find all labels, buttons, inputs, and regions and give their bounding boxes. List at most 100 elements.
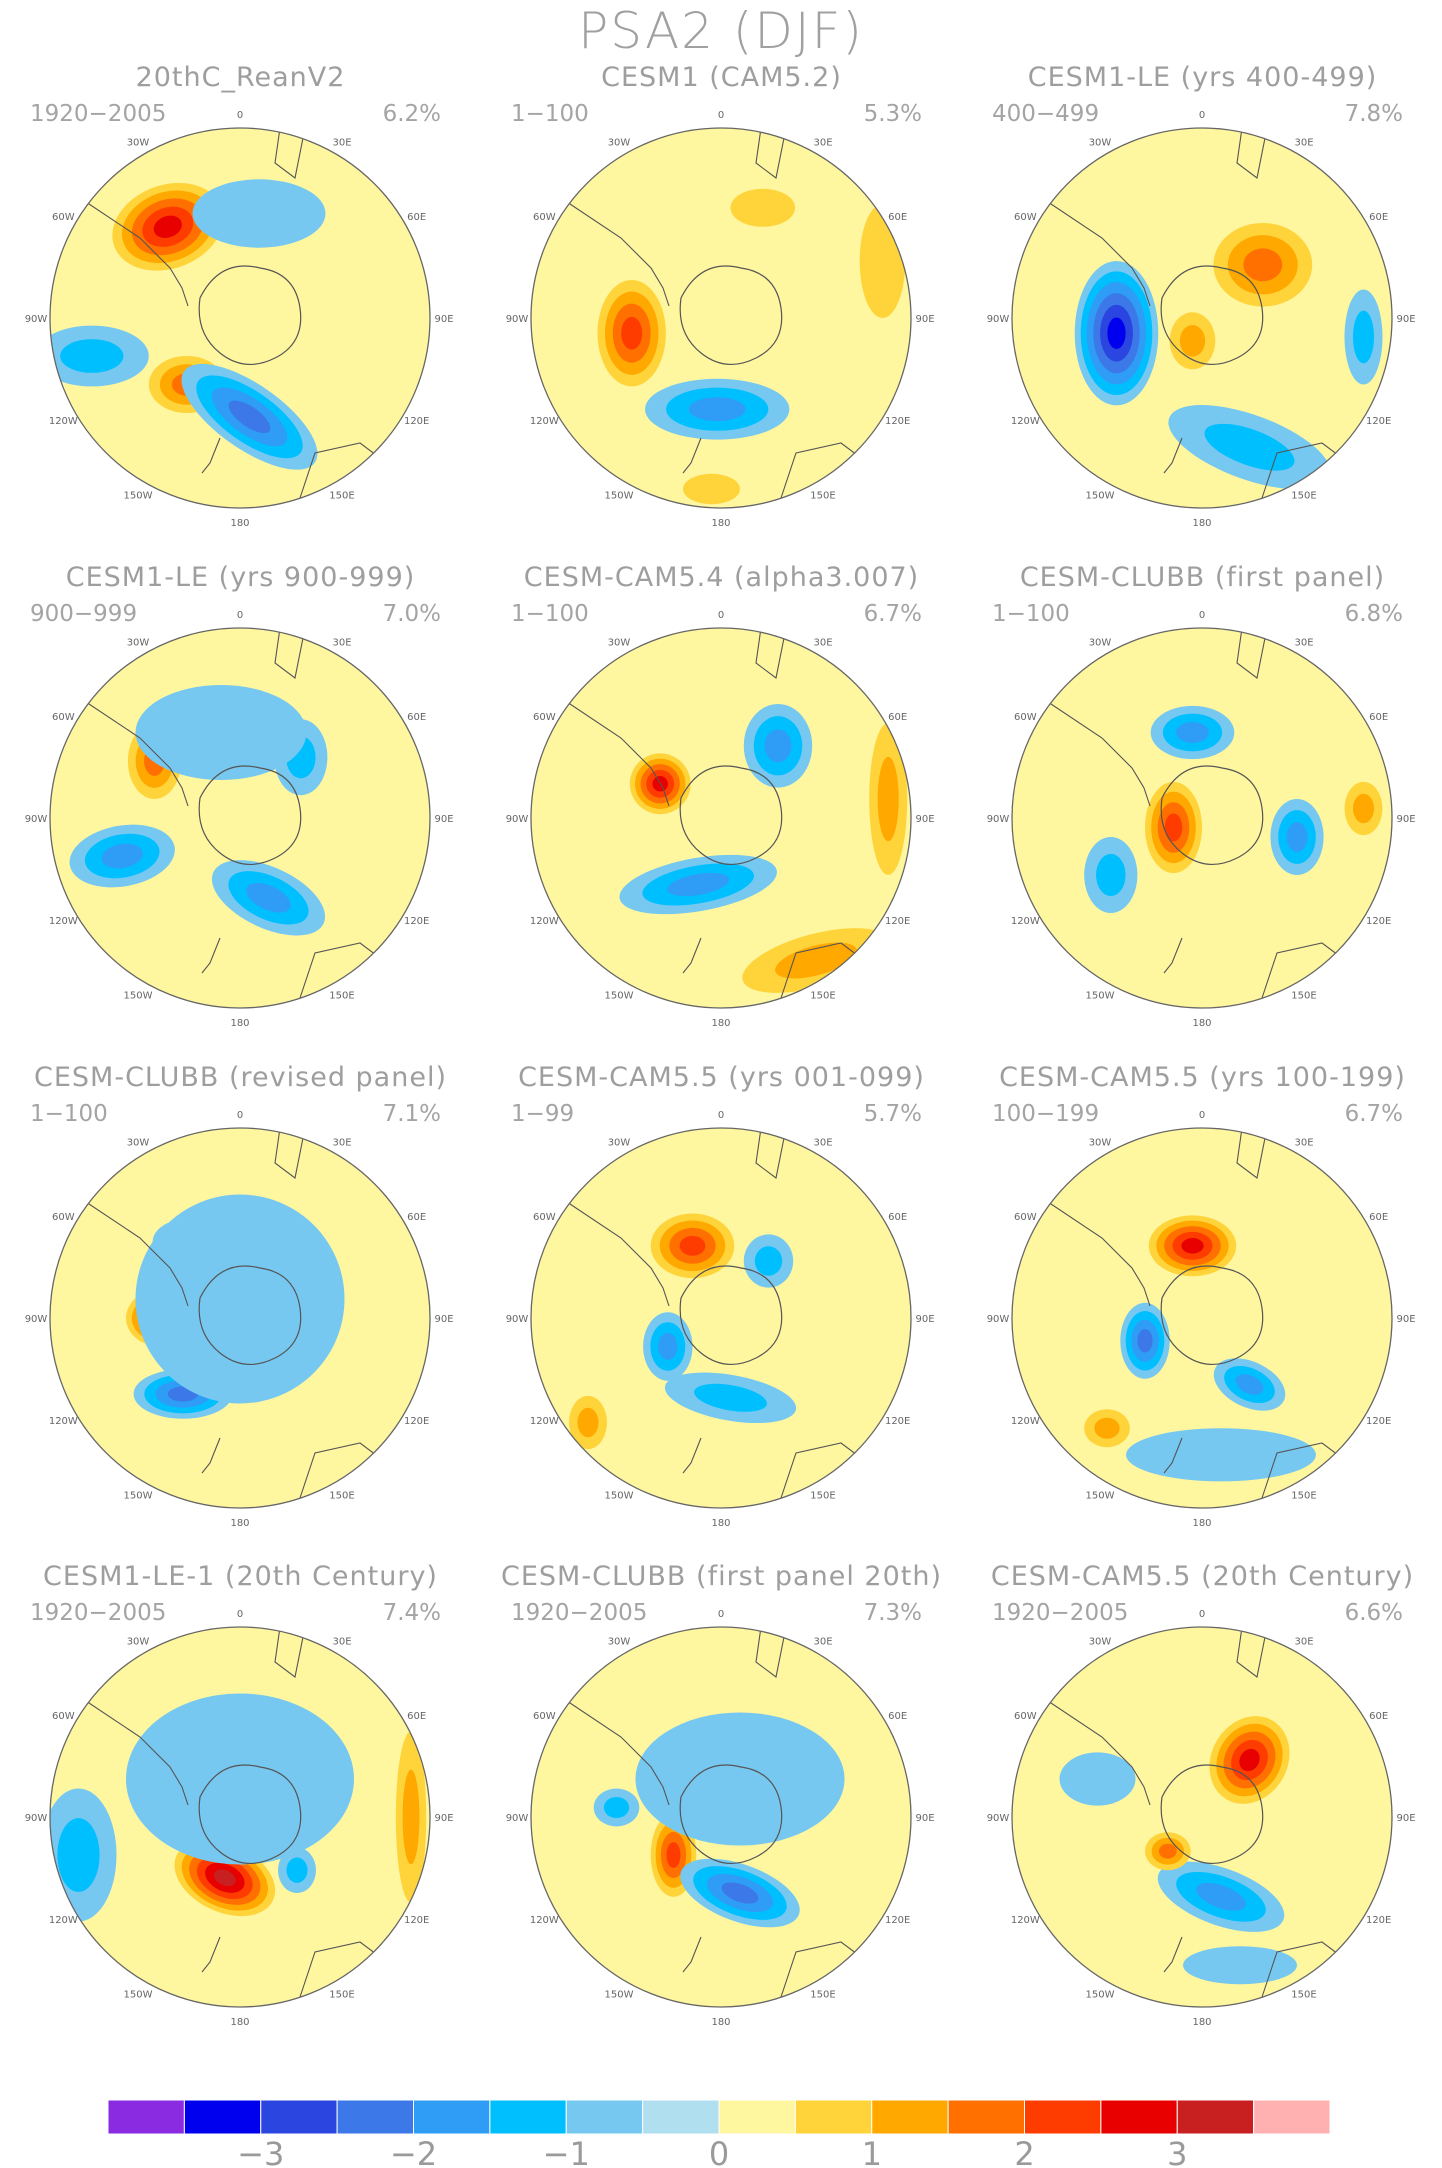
longitude-label: 30W bbox=[127, 137, 150, 148]
longitude-label: 0 bbox=[237, 1609, 243, 1620]
longitude-label: 90W bbox=[987, 1813, 1010, 1824]
longitude-label: 150E bbox=[810, 1491, 835, 1502]
contour-level bbox=[1286, 822, 1308, 852]
longitude-label: 0 bbox=[1199, 610, 1205, 621]
longitude-label: 150E bbox=[1291, 491, 1316, 502]
longitude-label: 180 bbox=[1192, 2017, 1211, 2028]
longitude-label: 120W bbox=[530, 916, 559, 927]
contour-level bbox=[402, 1769, 420, 1865]
panel-variance: 6.2% bbox=[382, 101, 441, 127]
longitude-label: 180 bbox=[230, 1518, 249, 1529]
africa-coastline bbox=[274, 1627, 306, 1678]
longitude-label: 180 bbox=[711, 518, 730, 529]
longitude-label: 90W bbox=[25, 1314, 48, 1325]
panel-years: 1920−2005 bbox=[992, 1600, 1129, 1626]
longitude-label: 120E bbox=[1366, 1416, 1391, 1427]
panel-variance: 7.3% bbox=[863, 1600, 922, 1626]
map-svg: 0 30E 60E 90E 120E 150E 180 150W 120W 90W 60W 30W bbox=[987, 110, 1416, 529]
longitude-label: 150E bbox=[810, 1990, 835, 2001]
panel-years: 1−100 bbox=[511, 601, 589, 627]
africa-coastline bbox=[1236, 128, 1268, 179]
longitude-label: 90E bbox=[1396, 814, 1415, 825]
longitude-label: 90E bbox=[434, 1314, 453, 1325]
longitude-label: 120W bbox=[49, 416, 78, 427]
map-boundary bbox=[530, 127, 912, 509]
longitude-label: 60W bbox=[1014, 1711, 1037, 1722]
longitude-label: 120W bbox=[49, 1915, 78, 1926]
longitude-label: 150W bbox=[1086, 991, 1115, 1002]
longitude-label: 60E bbox=[1369, 712, 1388, 723]
map-panel: 0 30E 60E 90E 120E 150E 180 150W 120W 90W 60W 30W CE… bbox=[962, 1062, 1442, 1562]
south-america-coastline bbox=[560, 1696, 670, 1806]
panel-title: CESM-CAM5.5 (yrs 100-199) bbox=[999, 1062, 1406, 1093]
panel-variance: 6.7% bbox=[863, 601, 922, 627]
longitude-label: 60W bbox=[52, 212, 75, 223]
longitude-label: 120E bbox=[885, 1416, 910, 1427]
longitude-label: 120W bbox=[530, 416, 559, 427]
contour-level bbox=[1196, 1882, 1246, 1911]
longitude-label: 60E bbox=[1369, 212, 1388, 223]
contour-level bbox=[721, 1882, 759, 1904]
longitude-label: 30E bbox=[1294, 637, 1313, 648]
colorbar-tick-label: 3 bbox=[1167, 2135, 1187, 2168]
south-america-coastline bbox=[560, 1197, 670, 1307]
contour-level bbox=[60, 339, 124, 373]
longitude-label: 120E bbox=[1366, 416, 1391, 427]
longitude-label: 0 bbox=[1199, 1609, 1205, 1620]
longitude-label: 150E bbox=[329, 491, 354, 502]
longitude-label: 90E bbox=[1396, 1314, 1415, 1325]
colorbar-tick-label: 1 bbox=[862, 2135, 882, 2168]
colorbar-swatch bbox=[260, 2100, 338, 2135]
longitude-label: 120E bbox=[885, 1915, 910, 1926]
contour-level bbox=[228, 400, 271, 434]
colorbar-swatch bbox=[642, 2100, 720, 2135]
map-background bbox=[531, 1128, 911, 1508]
longitude-label: 30W bbox=[1089, 1636, 1112, 1647]
panel-title: CESM-CLUBB (revised panel) bbox=[33, 1062, 447, 1093]
map-boundary bbox=[530, 1127, 912, 1509]
contour-level bbox=[688, 397, 746, 422]
new-zealand-coastline bbox=[201, 1936, 221, 1973]
new-zealand-coastline bbox=[1163, 1936, 1183, 1973]
contour-level bbox=[213, 1869, 236, 1887]
antarctica-coastline bbox=[679, 1265, 783, 1365]
longitude-label: 30W bbox=[127, 637, 150, 648]
longitude-label: 180 bbox=[1192, 1018, 1211, 1029]
longitude-label: 30E bbox=[1294, 1636, 1313, 1647]
longitude-label: 60E bbox=[1369, 1711, 1388, 1722]
panel-variance: 6.7% bbox=[1344, 1101, 1403, 1127]
new-zealand-coastline bbox=[682, 437, 702, 474]
longitude-label: 0 bbox=[718, 1110, 724, 1121]
longitude-label: 30E bbox=[332, 137, 351, 148]
longitude-label: 150W bbox=[1086, 491, 1115, 502]
longitude-label: 90W bbox=[506, 1813, 529, 1824]
antarctica-coastline bbox=[198, 1265, 302, 1365]
longitude-label: 0 bbox=[237, 1110, 243, 1121]
map-background bbox=[531, 628, 911, 1008]
contour-level bbox=[775, 942, 857, 979]
longitude-label: 90E bbox=[915, 314, 934, 325]
south-america-coastline bbox=[1041, 1197, 1151, 1307]
longitude-label: 30W bbox=[1089, 637, 1112, 648]
contour-level bbox=[694, 1383, 767, 1412]
panel-years: 100−199 bbox=[992, 1101, 1100, 1127]
longitude-label: 90W bbox=[25, 314, 48, 325]
contour-level bbox=[1181, 1238, 1204, 1254]
colorbar-tick-label: 0 bbox=[709, 2135, 729, 2168]
panel-title: CESM-CAM5.4 (alpha3.007) bbox=[523, 562, 920, 593]
contour-level bbox=[658, 1333, 678, 1360]
contour-level bbox=[764, 729, 792, 763]
contour-level bbox=[1235, 1374, 1264, 1395]
contour-level bbox=[577, 1407, 599, 1438]
longitude-label: 120E bbox=[404, 916, 429, 927]
south-america-coastline bbox=[79, 697, 189, 807]
longitude-label: 60W bbox=[52, 1711, 75, 1722]
south-america-coastline bbox=[560, 697, 670, 807]
map-svg: 0 30E 60E 90E 120E 150E 180 150W 120W 90W 60W 30W bbox=[506, 1609, 935, 2028]
longitude-label: 90W bbox=[987, 1314, 1010, 1325]
contour-level bbox=[603, 1796, 630, 1819]
colorbar-tick-label: −2 bbox=[390, 2135, 437, 2168]
longitude-label: 90W bbox=[506, 314, 529, 325]
contour-level bbox=[679, 1235, 706, 1256]
panel-years: 400−499 bbox=[992, 101, 1100, 127]
